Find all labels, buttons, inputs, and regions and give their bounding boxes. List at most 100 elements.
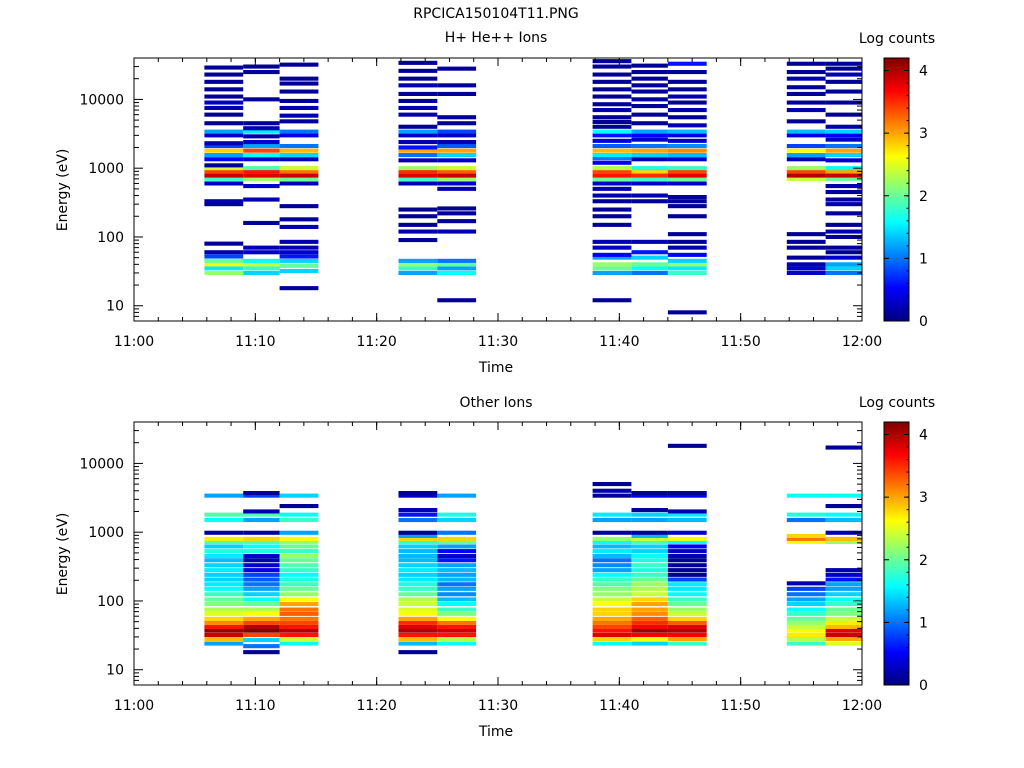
y-tick-label: 10	[106, 299, 124, 315]
heatmap-cell	[279, 169, 319, 174]
heatmap-cell	[592, 530, 632, 535]
heatmap-cell	[398, 650, 438, 655]
heatmap-cell	[592, 298, 632, 303]
heatmap-cell	[437, 129, 477, 134]
heatmap-cell	[667, 530, 707, 535]
heatmap-cell	[437, 186, 477, 191]
heatmap-cell	[279, 217, 319, 222]
heatmap-cell	[592, 488, 632, 493]
heatmap-cell	[786, 518, 826, 523]
heatmap-cell	[631, 563, 668, 568]
heatmap-cell	[204, 558, 244, 563]
heatmap-cell	[667, 577, 707, 582]
heatmap-cell	[398, 270, 438, 275]
heatmap-cells	[204, 59, 862, 315]
heatmap-cell	[279, 204, 319, 209]
heatmap-cell	[667, 624, 707, 629]
heatmap-cell	[204, 539, 244, 544]
heatmap-cell	[279, 119, 319, 124]
heatmap-cell	[667, 536, 707, 541]
heatmap-cell	[825, 124, 862, 129]
heatmap-cell	[667, 310, 707, 315]
heatmap-cell	[667, 176, 707, 181]
x-tick-label: 11:50	[720, 698, 760, 714]
heatmap-cell	[398, 508, 438, 513]
heatmap-cell	[825, 222, 862, 227]
heatmap-cell	[204, 554, 244, 559]
heatmap-cell	[204, 241, 244, 246]
heatmap-cell	[243, 70, 280, 75]
heatmap-cell	[667, 611, 707, 616]
heatmap-cell	[667, 232, 707, 237]
heatmap-cell	[243, 266, 280, 271]
heatmap-cell	[243, 184, 280, 189]
heatmap-cell	[667, 262, 707, 267]
panel-h-he-ions: H+ He++ Ions 11:00 11:10 11:20 11:30 11:40 11…	[55, 30, 935, 376]
heatmap-cell	[592, 624, 632, 629]
heatmap-cell	[786, 597, 826, 602]
heatmap-cell	[398, 554, 438, 559]
heatmap-cell	[204, 266, 244, 271]
heatmap-cell	[667, 195, 707, 200]
heatmap-cell	[631, 533, 668, 538]
heatmap-cell	[398, 582, 438, 587]
heatmap-cell	[631, 148, 668, 153]
heatmap-cell	[631, 518, 668, 523]
heatmap-cell	[437, 493, 477, 498]
heatmap-cell	[631, 133, 668, 138]
heatmap-cell	[398, 214, 438, 219]
heatmap-cell	[825, 536, 862, 541]
heatmap-cell	[204, 141, 244, 146]
heatmap-cell	[398, 148, 438, 153]
heatmap-cell	[279, 504, 319, 509]
heatmap-cell	[279, 620, 319, 625]
heatmap-cell	[437, 91, 477, 96]
heatmap-cell	[786, 176, 826, 181]
heatmap-cell	[786, 232, 826, 237]
heatmap-cell	[592, 582, 632, 587]
heatmap-cell	[398, 133, 438, 138]
heatmap-cell	[279, 641, 319, 646]
heatmap-cell	[437, 262, 477, 267]
heatmap-cell	[204, 129, 244, 134]
heatmap-cell	[631, 266, 668, 271]
colorbar-tick-label: 4	[919, 64, 928, 80]
heatmap-cell	[592, 636, 632, 641]
heatmap-cell	[243, 586, 280, 591]
y-tick-label: 10	[106, 663, 124, 679]
heatmap-cell	[825, 518, 862, 523]
heatmap-cell	[437, 628, 477, 633]
heatmap-cell	[786, 628, 826, 633]
heatmap-cell	[398, 262, 438, 267]
heatmap-cell	[631, 549, 668, 554]
heatmap-cell	[667, 549, 707, 554]
heatmap-cell	[243, 509, 280, 514]
colorbar-tick-label: 2	[919, 553, 928, 569]
heatmap-cell	[592, 245, 632, 250]
heatmap-cell	[398, 563, 438, 568]
heatmap-cell	[592, 169, 632, 174]
heatmap-cell	[437, 582, 477, 587]
heatmap-cell	[204, 169, 244, 174]
heatmap-cell	[786, 641, 826, 646]
heatmap-cell	[667, 239, 707, 244]
heatmap-cell	[592, 160, 632, 165]
heatmap-cell	[667, 597, 707, 602]
heatmap-cell	[592, 512, 632, 517]
heatmap-cell	[786, 262, 826, 267]
heatmap-cell	[825, 636, 862, 641]
heatmap-cell	[592, 239, 632, 244]
heatmap-cell	[592, 482, 632, 487]
heatmap-cell	[437, 577, 477, 582]
heatmap-cell	[204, 153, 244, 158]
heatmap-cell	[592, 568, 632, 573]
heatmap-cell	[592, 59, 632, 64]
heatmap-cell	[204, 549, 244, 554]
x-axis: 11:00 11:10 11:20 11:30 11:40 11:50 12:00	[114, 422, 882, 714]
heatmap-cell	[592, 518, 632, 523]
heatmap-cell	[204, 181, 244, 186]
heatmap-cell	[204, 79, 244, 84]
heatmap-cell	[667, 173, 707, 178]
heatmap-cell	[667, 61, 707, 66]
heatmap-cell	[204, 572, 244, 577]
